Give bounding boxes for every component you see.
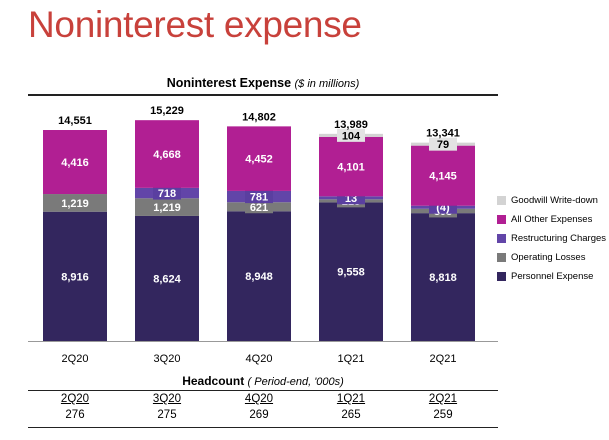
headcount-title: Headcount ( Period-end, '000s) <box>28 374 498 388</box>
legend-item: Personnel Expense <box>497 267 606 286</box>
headcount-quarter: 1Q21 <box>336 393 366 405</box>
data-label-box <box>245 190 273 204</box>
headcount-value: 276 <box>65 409 85 421</box>
x-tick-label: 1Q21 <box>338 353 365 365</box>
headcount-quarter: 2Q21 <box>428 393 458 405</box>
headcount-value: 259 <box>433 409 453 421</box>
data-label: 621 <box>250 202 268 214</box>
bar-segment <box>43 211 107 341</box>
bar-segment <box>319 136 383 197</box>
data-label: 8,624 <box>153 273 181 285</box>
data-label: 104 <box>342 130 361 142</box>
bar-segment <box>319 202 383 341</box>
chart-title: Noninterest Expense ($ in millions) <box>28 76 498 90</box>
chart-subtitle: ($ in millions) <box>294 78 360 90</box>
total-label: 15,229 <box>150 105 184 117</box>
data-label: 8,818 <box>429 272 457 284</box>
data-label: 4,416 <box>61 157 89 169</box>
chart-title-rule <box>28 94 498 96</box>
headcount-bottom-rule <box>28 427 498 428</box>
bar-segment <box>411 213 475 341</box>
legend-swatch <box>497 272 506 281</box>
headcount-subtitle: ( Period-end, '000s) <box>247 376 344 388</box>
data-label: 79 <box>437 139 449 151</box>
legend-item: Goodwill Write-down <box>497 191 606 210</box>
headcount-value: 265 <box>341 409 361 421</box>
data-label: 4,668 <box>153 149 181 161</box>
x-tick-label: 2Q20 <box>62 353 89 365</box>
data-label: 718 <box>158 188 176 200</box>
data-label: 781 <box>250 192 268 204</box>
legend-label: Restructuring Charges <box>511 233 607 244</box>
data-label: 1,219 <box>153 202 181 214</box>
data-label: 4,101 <box>337 162 365 174</box>
data-label: 9,558 <box>337 267 365 279</box>
data-label-box <box>429 137 457 151</box>
bar-segment <box>411 145 475 206</box>
legend-item: Restructuring Charges <box>497 229 606 248</box>
legend-swatch <box>497 253 506 262</box>
legend-swatch <box>497 234 506 243</box>
legend-swatch <box>497 196 506 205</box>
legend-label: Goodwill Write-down <box>511 195 598 206</box>
headcount-value: 275 <box>157 409 177 421</box>
headcount-title-text: Headcount <box>182 374 245 388</box>
x-tick-label: 2Q21 <box>430 353 457 365</box>
bar-segment <box>43 194 107 212</box>
bar-segment <box>135 215 199 341</box>
data-label: 1,219 <box>61 198 89 210</box>
bar-segment <box>135 120 199 188</box>
data-label: 4,452 <box>245 154 273 166</box>
x-tick-label: 3Q20 <box>154 353 181 365</box>
headcount-quarter: 3Q20 <box>152 393 182 405</box>
data-label: 8,916 <box>61 271 89 283</box>
legend-item: Operating Losses <box>497 248 606 267</box>
x-tick-label: 4Q20 <box>246 353 273 365</box>
headcount-value: 269 <box>249 409 269 421</box>
page-title: Noninterest expense <box>28 4 362 45</box>
bar-segment <box>227 211 291 341</box>
bar-segment <box>227 126 291 191</box>
legend-swatch <box>497 215 506 224</box>
stacked-bar-chart: 8,916 1,219 4,416 14,551 2Q20 8,624 1,219 718 4,… <box>28 105 498 365</box>
headcount-top-rule <box>28 390 498 391</box>
total-label: 13,341 <box>426 128 460 140</box>
bar-segment <box>135 198 199 216</box>
headcount-quarter: 2Q20 <box>60 393 90 405</box>
headcount-quarter: 4Q20 <box>244 393 274 405</box>
total-label: 14,551 <box>58 115 92 127</box>
chart-legend: Goodwill Write-down All Other Expenses Res… <box>497 191 606 286</box>
total-label: 13,989 <box>334 119 368 131</box>
data-label: 8,948 <box>245 271 273 283</box>
chart-title-text: Noninterest Expense <box>166 76 292 90</box>
data-label: 4,145 <box>429 171 457 183</box>
data-label-box <box>245 200 273 214</box>
legend-label: Operating Losses <box>511 252 586 263</box>
data-label-box <box>153 186 181 200</box>
total-label: 14,802 <box>242 111 276 123</box>
data-label-box <box>337 128 365 142</box>
bar-segment <box>43 130 107 195</box>
legend-item: All Other Expenses <box>497 210 606 229</box>
legend-label: Personnel Expense <box>511 271 594 282</box>
legend-label: All Other Expenses <box>511 214 593 225</box>
